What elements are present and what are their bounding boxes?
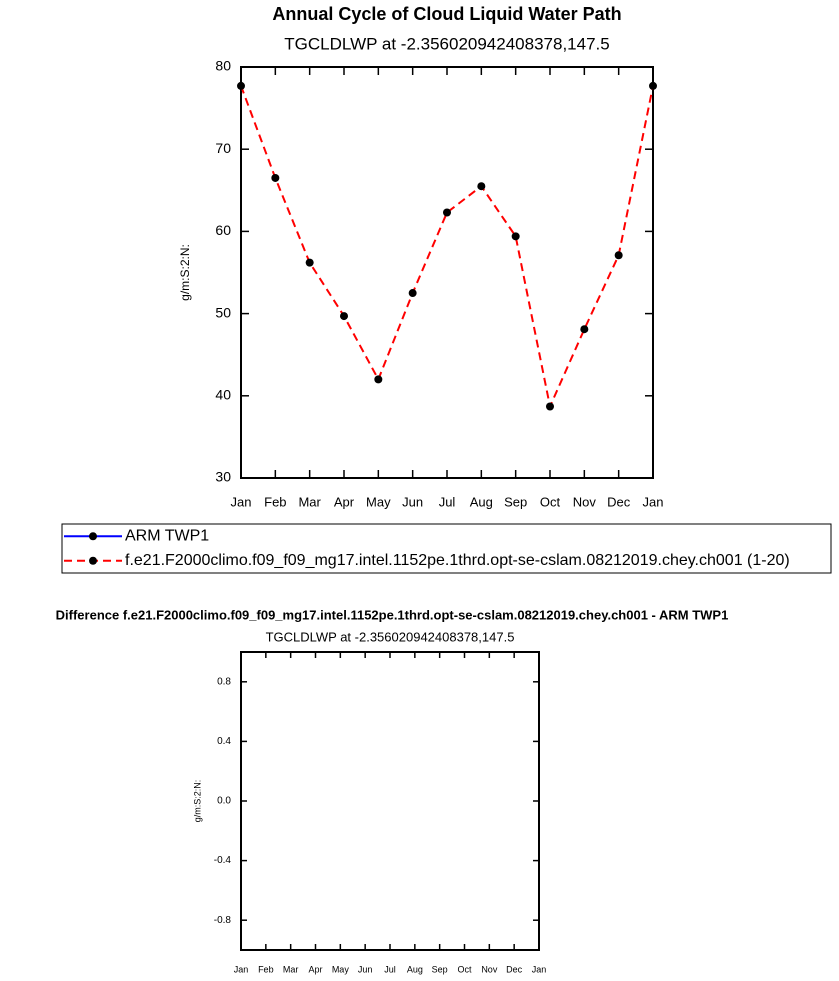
x-tick-label: Oct (540, 494, 561, 509)
x-tick-label: Feb (258, 964, 274, 974)
series-marker (374, 375, 383, 384)
legend-label: ARM TWP1 (125, 527, 209, 544)
x-tick-label: Oct (457, 964, 472, 974)
legend-marker (89, 532, 97, 541)
x-tick-label: Aug (470, 494, 493, 509)
x-tick-label: Jun (358, 964, 373, 974)
x-tick-label: Apr (334, 494, 355, 509)
y-tick-label: 0.8 (217, 676, 231, 687)
series-marker (580, 325, 589, 334)
y-tick-label: 60 (215, 222, 231, 238)
x-tick-label: May (366, 494, 391, 509)
y-tick-label: 0.4 (217, 736, 231, 747)
y-tick-label: 40 (215, 387, 231, 403)
series-marker (443, 208, 451, 217)
x-tick-label: Jan (643, 494, 664, 509)
x-tick-label: Jan (234, 964, 249, 974)
series-marker (546, 402, 554, 411)
series-marker (614, 251, 623, 260)
series-marker (408, 289, 417, 298)
legend-box (61, 523, 832, 574)
series-marker (649, 81, 657, 90)
x-tick-label: Jun (402, 494, 423, 509)
x-tick-label: May (332, 964, 350, 974)
x-tick-label: Dec (607, 494, 631, 509)
y-tick-label: 0.0 (217, 796, 231, 807)
y-tick-label: 30 (215, 469, 231, 485)
series-line (240, 85, 654, 410)
x-tick-label: Aug (407, 964, 423, 974)
x-tick-label: Jan (532, 964, 547, 974)
x-tick-label: Jan (231, 494, 252, 509)
series-marker (477, 182, 486, 191)
series-marker (511, 232, 520, 241)
y-tick-label: 50 (215, 304, 231, 320)
y-tick-label: 70 (215, 140, 231, 156)
series-marker (340, 312, 348, 321)
series-marker (237, 81, 245, 90)
x-tick-label: Mar (283, 964, 299, 974)
x-tick-label: Sep (432, 964, 448, 974)
legend-marker (89, 556, 97, 565)
x-tick-label: Jul (439, 494, 456, 509)
y-axis-label: g/m:S:2:N: (192, 780, 202, 823)
x-tick-label: Nov (573, 494, 597, 509)
plot-frame (240, 66, 654, 479)
y-tick-label: 80 (215, 58, 231, 74)
plot-frame (240, 651, 540, 951)
x-tick-label: Dec (506, 964, 523, 974)
x-tick-label: Sep (504, 494, 527, 509)
x-tick-label: Apr (308, 964, 322, 974)
x-tick-label: Feb (264, 494, 286, 509)
chart-subtitle: TGCLDLWP at -2.356020942408378,147.5 (284, 34, 609, 53)
x-tick-label: Mar (298, 494, 321, 509)
series-marker (271, 173, 280, 182)
y-axis-label: g/m:S:2:N: (178, 244, 192, 301)
legend-label: f.e21.F2000climo.f09_f09_mg17.intel.1152… (125, 552, 790, 569)
chart-title: Annual Cycle of Cloud Liquid Water Path (272, 4, 621, 24)
y-tick-label: -0.4 (214, 855, 232, 866)
chart-title: Difference f.e21.F2000climo.f09_f09_mg17… (56, 607, 729, 622)
y-tick-label: -0.8 (214, 915, 232, 926)
x-tick-label: Jul (384, 964, 396, 974)
x-tick-label: Nov (481, 964, 498, 974)
series-marker (305, 258, 314, 267)
chart-subtitle: TGCLDLWP at -2.356020942408378,147.5 (266, 629, 515, 644)
